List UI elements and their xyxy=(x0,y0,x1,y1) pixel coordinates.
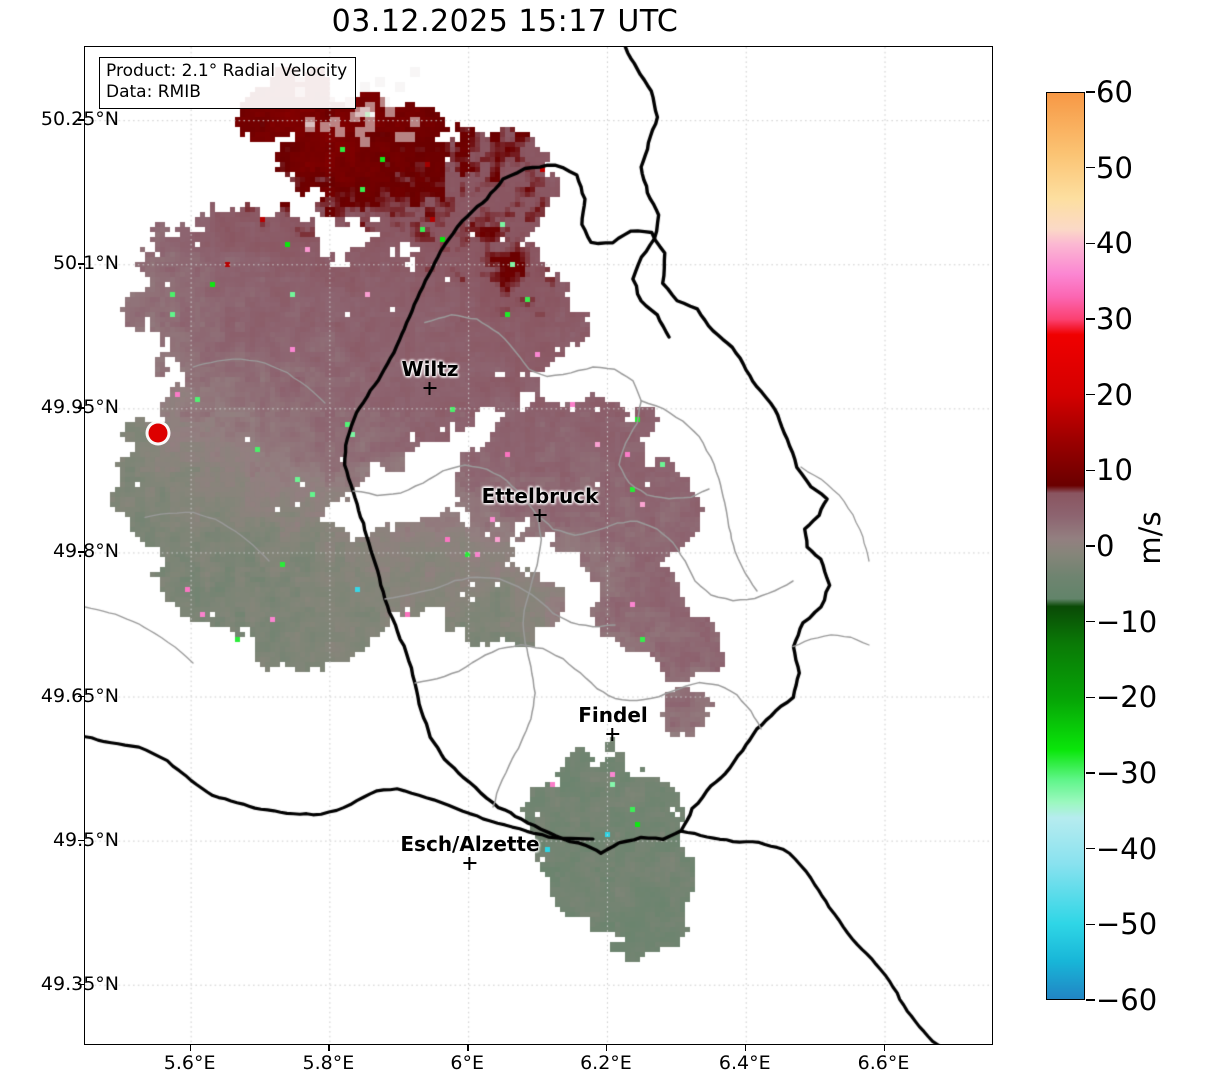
radar-plot-area[interactable]: Product: 2.1° Radial Velocity Data: RMIB… xyxy=(84,46,993,1045)
city-name-text: Ettelbruck xyxy=(481,484,599,508)
colorbar-tick-label-8: −20 xyxy=(1096,680,1158,715)
product-label: Product: 2.1° Radial Velocity xyxy=(106,61,348,81)
city-marker-cross-icon xyxy=(423,382,437,395)
x-axis-tick-mark-4 xyxy=(744,1045,747,1051)
colorbar-tick-mark-0 xyxy=(1086,91,1095,93)
city-name-text: Esch/Alzette xyxy=(400,832,540,856)
colorbar-tick-label-10: −40 xyxy=(1096,831,1158,866)
x-axis-tick-label-5: 6.6°E xyxy=(857,1052,910,1074)
x-axis-tick-label-3: 6.2°E xyxy=(580,1052,632,1074)
colorbar-tick-label-9: −30 xyxy=(1096,756,1158,790)
city-label-esch-alzette: Esch/Alzette xyxy=(400,832,540,870)
colorbar-tick-mark-3 xyxy=(1086,318,1095,320)
city-label-findel: Findel xyxy=(578,703,648,741)
y-axis-tick-mark-2 xyxy=(78,407,84,409)
colorbar-tick-mark-2 xyxy=(1086,242,1095,245)
colorbar-tick-label-1: 50 xyxy=(1096,150,1133,185)
colorbar-tick-label-6: 0 xyxy=(1096,529,1115,563)
colorbar-tick-mark-9 xyxy=(1086,772,1095,774)
y-axis-tick-label-3: 49.8°N xyxy=(52,540,119,563)
x-axis-tick-label-1: 5.8°E xyxy=(302,1052,355,1074)
x-axis-tick-mark-0 xyxy=(189,1045,191,1051)
data-source-label: Data: RMIB xyxy=(106,82,201,103)
city-marker-cross-icon xyxy=(606,728,620,741)
city-marker-cross-icon xyxy=(533,509,547,522)
colorbar-tick-mark-7 xyxy=(1086,620,1095,623)
city-name-text: Findel xyxy=(578,703,648,727)
colorbar-gradient xyxy=(1047,93,1084,999)
colorbar xyxy=(1046,92,1085,1000)
city-marker-cross-icon xyxy=(463,857,477,870)
y-axis-tick-mark-4 xyxy=(78,695,84,697)
colorbar-tick-mark-12 xyxy=(1086,999,1095,1001)
colorbar-tick-mark-10 xyxy=(1086,847,1095,850)
x-axis-tick-mark-2 xyxy=(467,1045,469,1051)
map-boundary-layer xyxy=(85,47,992,1044)
y-axis-tick-mark-3 xyxy=(78,551,84,553)
y-axis-tick-mark-1 xyxy=(78,263,84,265)
colorbar-tick-label-3: 30 xyxy=(1096,302,1133,336)
colorbar-tick-mark-1 xyxy=(1086,166,1095,169)
product-info-box: Product: 2.1° Radial Velocity Data: RMIB xyxy=(99,57,357,109)
colorbar-tick-mark-4 xyxy=(1086,393,1095,396)
x-axis-tick-label-0: 5.6°E xyxy=(163,1052,216,1074)
colorbar-tick-label-2: 40 xyxy=(1096,226,1133,261)
colorbar-tick-mark-11 xyxy=(1086,923,1095,926)
page-title: 03.12.2025 15:17 UTC xyxy=(331,4,679,39)
city-name-text: Wiltz xyxy=(401,357,459,381)
colorbar-tick-mark-6 xyxy=(1086,545,1095,547)
colorbar-tick-mark-5 xyxy=(1086,469,1095,472)
x-axis-tick-mark-3 xyxy=(605,1045,608,1051)
y-axis-tick-label-5: 49.5°N xyxy=(52,828,119,851)
colorbar-tick-label-12: −60 xyxy=(1096,983,1158,1017)
x-axis-tick-mark-5 xyxy=(883,1045,885,1051)
x-axis-tick-label-2: 6°E xyxy=(450,1052,484,1074)
colorbar-tick-label-0: 60 xyxy=(1096,75,1133,109)
colorbar-tick-label-11: −50 xyxy=(1096,907,1158,942)
colorbar-tick-label-7: −10 xyxy=(1096,604,1158,639)
colorbar-tick-mark-8 xyxy=(1086,696,1095,699)
colorbar-tick-label-4: 20 xyxy=(1096,377,1133,412)
colorbar-unit-label: m/s xyxy=(1133,511,1167,565)
y-axis-tick-mark-5 xyxy=(78,839,84,842)
x-axis-tick-mark-1 xyxy=(328,1045,330,1051)
city-label-ettelbruck: Ettelbruck xyxy=(481,484,599,522)
city-label-wiltz: Wiltz xyxy=(401,357,459,395)
x-axis-tick-label-4: 6.4°E xyxy=(718,1052,771,1074)
y-axis-tick-label-1: 50.1°N xyxy=(52,252,119,275)
y-axis-tick-mark-0 xyxy=(78,119,84,121)
y-axis-tick-mark-6 xyxy=(78,983,84,986)
colorbar-tick-label-5: 10 xyxy=(1096,453,1133,488)
radar-site-icon xyxy=(148,423,168,443)
